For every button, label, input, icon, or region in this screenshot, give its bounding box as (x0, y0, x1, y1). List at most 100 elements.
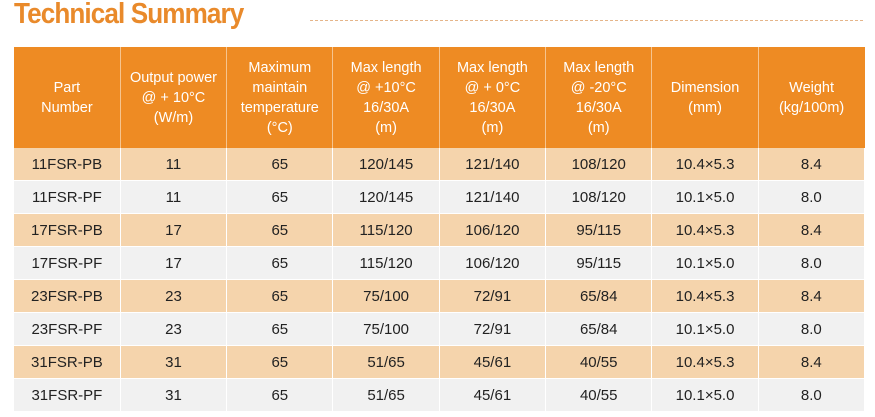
column-header: Maximum maintain temperature (°C) (226, 47, 334, 148)
table-row: 31FSR-PF 31 65 51/65 45/61 40/55 10.1×5.0 8.0 (14, 378, 866, 412)
table-cell: 120/145 (332, 148, 440, 181)
table-cell: 72/91 (439, 279, 547, 313)
column-header: Weight (kg/100m) (758, 47, 865, 148)
header-line: Part (53, 79, 81, 96)
table-cell: 108/120 (545, 180, 653, 214)
table-cell: 65 (226, 246, 334, 280)
table-row: 23FSR-PB 23 65 75/100 72/91 65/84 10.4×5.3 8.4 (14, 279, 866, 313)
header-line: Max length (456, 59, 528, 76)
table-cell: 23 (120, 312, 228, 346)
table-cell: 65 (226, 279, 334, 313)
header-line: (m) (375, 119, 397, 136)
table-cell: 75/100 (332, 279, 440, 313)
table-cell: 10.1×5.0 (651, 378, 759, 412)
table-cell: 45/61 (439, 345, 547, 379)
table-cell: 95/115 (545, 213, 653, 247)
header-line: (W/m) (153, 109, 194, 126)
table-cell: 23FSR-PB (14, 279, 121, 313)
technical-summary-table: Part Number Output power @ + 10°C (W/m) Maxim… (14, 47, 866, 412)
header-line: 16/30A (575, 99, 622, 116)
header-line: (kg/100m) (778, 99, 845, 116)
header-line: (mm) (688, 99, 722, 116)
header-line: @ +10°C (356, 79, 416, 96)
table-cell: 65/84 (545, 279, 653, 313)
table-cell: 106/120 (439, 246, 547, 280)
table-cell: 11 (120, 148, 228, 181)
header-line: 16/30A (469, 99, 516, 116)
table-cell: 120/145 (332, 180, 440, 214)
column-header: Max length @ -20°C 16/30A (m) (545, 47, 653, 148)
table-cell: 121/140 (439, 180, 547, 214)
header-line: temperature (240, 99, 319, 116)
header-row: Part Number Output power @ + 10°C (W/m) Maxim… (14, 47, 865, 148)
table-cell: 17 (120, 213, 228, 247)
table-cell: 8.4 (758, 279, 866, 313)
table-cell: 31FSR-PB (14, 345, 121, 379)
header-line: @ + 10°C (141, 89, 206, 106)
table-cell: 121/140 (439, 148, 547, 181)
table-cell: 65 (226, 180, 334, 214)
table-cell: 40/55 (545, 378, 653, 412)
table-cell: 23 (120, 279, 228, 313)
table-row: 11FSR-PB 11 65 120/145 121/140 108/120 10.4×5.… (14, 148, 866, 181)
table-cell: 17FSR-PF (14, 246, 121, 280)
table-cell: 65 (226, 213, 334, 247)
table-cell: 40/55 (545, 345, 653, 379)
table-cell: 65 (226, 148, 334, 181)
table-row: 17FSR-PB 17 65 115/120 106/120 95/115 10.4×5.3… (14, 213, 866, 247)
header-line: @ + 0°C (464, 79, 521, 96)
column-header: Output power @ + 10°C (W/m) (120, 47, 228, 148)
table-cell: 17 (120, 246, 228, 280)
header-line: (m) (587, 119, 610, 136)
header-line: Output power (129, 69, 217, 86)
table-cell: 8.0 (758, 312, 866, 346)
table-cell: 10.4×5.3 (651, 213, 759, 247)
header-line: Maximum (248, 59, 312, 76)
table-cell: 31FSR-PF (14, 378, 121, 412)
table-cell: 10.1×5.0 (651, 180, 759, 214)
table-cell: 10.4×5.3 (651, 345, 759, 379)
column-header: Max length @ + 0°C 16/30A (m) (439, 47, 547, 148)
table-cell: 8.0 (758, 378, 866, 412)
table-cell: 51/65 (332, 378, 440, 412)
table-cell: 8.0 (758, 246, 866, 280)
header-line: Max length (350, 59, 422, 76)
table-cell: 45/61 (439, 378, 547, 412)
header-line: (m) (481, 119, 504, 136)
table-cell: 108/120 (545, 148, 653, 181)
header-line: maintain (252, 79, 308, 96)
table-cell: 17FSR-PB (14, 213, 121, 247)
table-cell: 65 (226, 378, 334, 412)
table-cell: 10.1×5.0 (651, 246, 759, 280)
table-cell: 23FSR-PF (14, 312, 121, 346)
header-line: Dimension (670, 79, 740, 96)
table-cell: 10.4×5.3 (651, 148, 759, 181)
table-cell: 51/65 (332, 345, 440, 379)
header-line: 16/30A (363, 99, 410, 116)
table-row: 11FSR-PF 11 65 120/145 121/140 108/120 10.1×5.… (14, 180, 866, 214)
header-line: Weight (789, 79, 835, 96)
table-cell: 11 (120, 180, 228, 214)
table-cell: 8.4 (758, 213, 866, 247)
table-row: 17FSR-PF 17 65 115/120 106/120 95/115 10.1×5.0… (14, 246, 866, 280)
table-row: 23FSR-PF 23 65 75/100 72/91 65/84 10.1×5.0 8.0 (14, 312, 866, 346)
table-cell: 75/100 (332, 312, 440, 346)
table-cell: 11FSR-PF (14, 180, 121, 214)
table-cell: 10.1×5.0 (651, 312, 759, 346)
table-cell: 106/120 (439, 213, 547, 247)
column-header: Dimension (mm) (651, 47, 759, 148)
header-line: Max length (563, 59, 635, 76)
table-cell: 10.4×5.3 (651, 279, 759, 313)
table-cell: 8.4 (758, 148, 866, 181)
header-line: @ -20°C (570, 79, 627, 96)
table-row: 31FSR-PB 31 65 51/65 45/61 40/55 10.4×5.3 8.4 (14, 345, 866, 379)
table-cell: 65/84 (545, 312, 653, 346)
section-title: Technical Summary (14, 0, 244, 30)
table-cell: 65 (226, 312, 334, 346)
column-header: Part Number (14, 47, 121, 148)
title-divider (310, 20, 863, 21)
table-cell: 8.4 (758, 345, 866, 379)
header-line: Number (41, 99, 93, 116)
table-cell: 31 (120, 345, 228, 379)
header-line: (°C) (266, 119, 293, 136)
